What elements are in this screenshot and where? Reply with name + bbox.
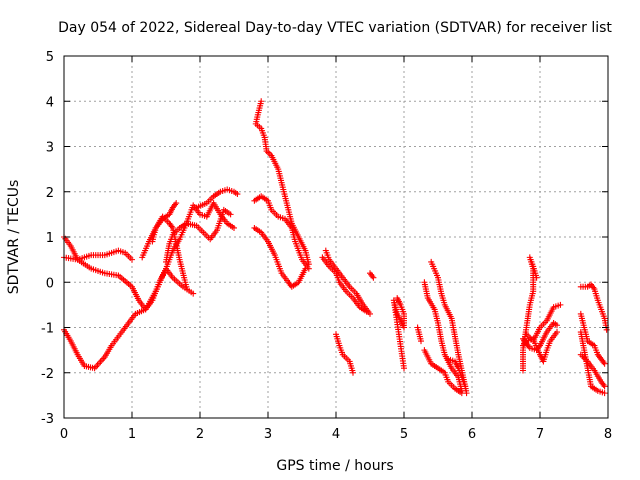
data-point (554, 329, 560, 336)
y-tick-label: 0 (46, 276, 54, 291)
data-point (173, 200, 180, 207)
data-point (554, 322, 560, 329)
data-point (463, 390, 470, 397)
y-tick-label: 2 (46, 186, 54, 201)
data-point (227, 211, 234, 218)
y-tick-label: 1 (46, 231, 54, 246)
series-arc-18 (414, 324, 424, 345)
series-arc-28 (577, 351, 608, 390)
series-arc-27 (577, 310, 608, 367)
chart-title: Day 054 of 2022, Sidereal Day-to-day VTE… (58, 20, 612, 36)
series-arc-14 (333, 331, 356, 376)
x-tick-label: 8 (604, 427, 612, 442)
x-tick-label: 5 (400, 427, 408, 442)
x-tick-label: 7 (536, 427, 544, 442)
x-tick-label: 2 (196, 427, 204, 442)
series-arc-25 (577, 281, 610, 333)
x-axis-label: GPS time / hours (276, 458, 393, 474)
series-arc-10 (251, 224, 309, 290)
y-tick-label: -1 (41, 322, 54, 337)
tick-labels: 0 1 2 3 4 5 6 7 8 -3 -2 -1 0 1 2 3 4 5 (41, 50, 612, 442)
x-tick-label: 3 (264, 427, 272, 442)
data-point (302, 265, 309, 272)
series-arc-19 (421, 347, 465, 397)
x-tick-label: 4 (332, 427, 340, 442)
data-point (234, 191, 241, 198)
series-arc-12 (319, 254, 370, 315)
series-arc-13 (367, 270, 377, 281)
y-tick-label: 3 (46, 141, 54, 156)
series-arc-6 (149, 200, 180, 245)
data-point (557, 301, 564, 308)
y-tick-label: -3 (41, 412, 54, 427)
series-arc-5 (163, 206, 234, 265)
data-point (601, 360, 608, 367)
data-point (601, 383, 608, 390)
series-arc-20 (445, 356, 470, 397)
data-point (129, 256, 135, 263)
data-point (533, 274, 540, 281)
x-tick-label: 6 (468, 427, 476, 442)
series-arc-11 (322, 247, 373, 317)
x-tick-label: 0 (60, 427, 68, 442)
grid-lines (64, 56, 608, 418)
series-arc-17 (421, 279, 465, 394)
x-tick-label: 1 (128, 427, 136, 442)
series-arc-7 (193, 186, 241, 211)
data-point (418, 338, 424, 345)
data-point (231, 224, 237, 231)
data-point (370, 274, 377, 281)
y-tick-label: 5 (46, 50, 54, 65)
series-arc-24 (520, 329, 560, 365)
series-arc-26 (577, 329, 608, 397)
data-point (363, 308, 370, 315)
axis-ticks (63, 55, 609, 419)
data-point (183, 283, 190, 290)
data-point (367, 310, 373, 317)
data-point (601, 390, 608, 397)
data-point (350, 369, 356, 376)
series-arc-15 (390, 295, 407, 372)
data-point (190, 290, 197, 297)
y-tick-label: 4 (46, 95, 54, 110)
series-arc-2 (61, 247, 135, 263)
data-marks (61, 98, 610, 397)
y-axis-label: SDTVAR / TECUs (6, 180, 22, 295)
series-arc-8 (252, 98, 312, 268)
data-point (401, 365, 407, 372)
y-tick-label: -2 (41, 367, 54, 382)
